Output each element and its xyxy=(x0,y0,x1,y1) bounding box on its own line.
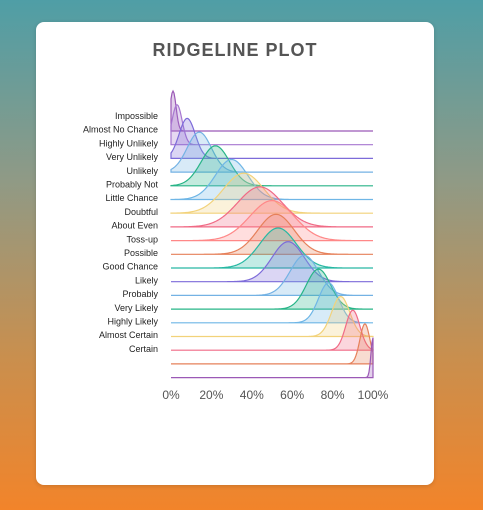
category-label: Very Likely xyxy=(114,303,158,313)
x-tick-label: 80% xyxy=(321,388,345,402)
ridge-area xyxy=(170,103,373,146)
ridge-area xyxy=(171,199,373,242)
x-tick-label: 60% xyxy=(280,388,304,402)
ridge-area xyxy=(170,172,373,214)
category-label: Probably xyxy=(122,289,158,299)
ridge-area xyxy=(171,213,373,255)
ridgeline-chart: Impossible Almost No Chance Highly Unlikel… xyxy=(83,89,389,402)
x-tick-label: 100% xyxy=(358,388,389,402)
ridge-area xyxy=(171,254,373,296)
category-labels: Impossible Almost No Chance Highly Unlikel… xyxy=(83,111,159,354)
ridge-area xyxy=(170,117,373,159)
ridge-area xyxy=(170,89,373,132)
category-label: Almost Certain xyxy=(99,330,158,340)
category-label: Likely xyxy=(135,275,159,285)
category-label: Almost No Chance xyxy=(83,125,158,135)
ridge-area xyxy=(171,295,374,338)
category-label: Possible xyxy=(124,248,158,258)
chart-card: RIDGELINE PLOT Impossible Almost No Chanc… xyxy=(36,22,434,485)
category-label: Unlikely xyxy=(126,166,158,176)
category-label: Good Chance xyxy=(102,262,158,272)
category-label: Highly Unlikely xyxy=(99,138,159,148)
ridges-group xyxy=(170,89,374,379)
category-label: Probably Not xyxy=(106,180,159,190)
category-label: Certain xyxy=(129,344,158,354)
ridge-area xyxy=(170,131,373,173)
x-tick-label: 40% xyxy=(240,388,264,402)
category-label: Impossible xyxy=(115,111,158,121)
category-label: Highly Likely xyxy=(107,317,158,327)
ridge-area xyxy=(170,145,373,187)
ridge-area xyxy=(171,337,374,379)
ridge-area xyxy=(171,309,374,351)
category-label: About Even xyxy=(111,221,158,231)
ridge-area xyxy=(171,282,373,324)
chart-title: RIDGELINE PLOT xyxy=(152,40,318,60)
category-label: Very Unlikely xyxy=(106,152,159,162)
ridge-area xyxy=(171,323,374,365)
category-label: Toss-up xyxy=(126,234,158,244)
x-tick-label: 20% xyxy=(199,388,223,402)
category-label: Little Chance xyxy=(105,193,158,203)
x-axis: 0% 20% 40% 60% 80% 100% xyxy=(162,388,388,402)
category-label: Doubtful xyxy=(124,207,158,217)
x-tick-label: 0% xyxy=(162,388,180,402)
ridge-area xyxy=(171,241,373,283)
ridge-area xyxy=(171,227,373,269)
ridge-area xyxy=(170,186,373,228)
